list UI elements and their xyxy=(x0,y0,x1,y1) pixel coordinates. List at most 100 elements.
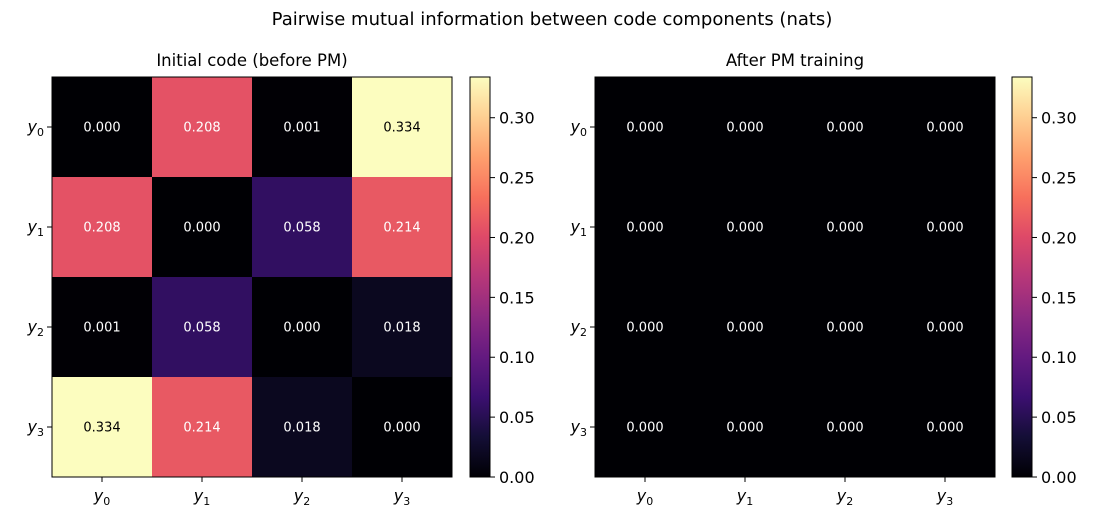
heatmap-cell xyxy=(352,177,453,278)
cell-value-label: 0.208 xyxy=(83,221,120,236)
x-tick-label: y2 xyxy=(293,486,310,508)
heatmap-cell xyxy=(695,277,796,378)
cell-value-label: 0.000 xyxy=(926,421,963,436)
cell-value-label: 0.000 xyxy=(626,421,663,436)
colorbar-tick-label: 0.05 xyxy=(1041,408,1077,427)
heatmap-cell xyxy=(252,377,353,478)
heatmap-cell xyxy=(895,177,996,278)
heatmap-cell xyxy=(352,77,453,178)
colorbar-tick-label: 0.00 xyxy=(1041,468,1077,487)
heatmap-cell xyxy=(252,277,353,378)
heatmap-cell xyxy=(595,277,696,378)
colorbar-0 xyxy=(469,76,491,478)
cell-value-label: 0.000 xyxy=(183,221,220,236)
y-tick-label: y3 xyxy=(570,417,587,439)
colorbar-tick-label: 0.30 xyxy=(1041,109,1077,128)
heatmap-cell xyxy=(152,377,253,478)
y-tick-label: y2 xyxy=(27,317,44,339)
cell-value-label: 0.000 xyxy=(826,121,863,136)
heatmap-panel-1: After PM training 0.000 0.000 0.000 0.000 0.0… xyxy=(570,51,1077,508)
x-tick-label: y3 xyxy=(936,486,953,508)
heatmap-panel-0: Initial code (before PM) 0.000 0.208 0.001 0… xyxy=(27,51,535,508)
cell-value-label: 0.000 xyxy=(626,321,663,336)
heatmap-cell xyxy=(152,77,253,178)
y-tick-label: y1 xyxy=(27,217,44,239)
y-tick-label: y1 xyxy=(570,217,587,239)
heatmap-cell xyxy=(52,77,153,178)
heatmap-cell xyxy=(252,77,353,178)
axes-frame xyxy=(51,76,453,478)
cell-value-label: 0.000 xyxy=(726,421,763,436)
cell-value-label: 0.000 xyxy=(626,121,663,136)
colorbar-tick-label: 0.10 xyxy=(1041,348,1077,367)
cell-value-label: 0.000 xyxy=(826,221,863,236)
x-tick-label: y0 xyxy=(93,486,110,508)
cell-value-label: 0.001 xyxy=(83,321,120,336)
heatmap-cell xyxy=(895,277,996,378)
colorbar-tick-label: 0.00 xyxy=(499,468,535,487)
colorbar-tick-label: 0.25 xyxy=(1041,169,1077,188)
cell-value-label: 0.214 xyxy=(383,221,420,236)
cell-value-label: 0.000 xyxy=(383,421,420,436)
cell-value-label: 0.000 xyxy=(726,121,763,136)
heatmap-cell xyxy=(895,377,996,478)
heatmap-cell xyxy=(595,77,696,178)
heatmap-cell xyxy=(352,277,453,378)
cell-value-label: 0.058 xyxy=(283,221,320,236)
colorbar-tick-label: 0.10 xyxy=(499,348,535,367)
cell-value-label: 0.000 xyxy=(826,421,863,436)
cell-value-label: 0.001 xyxy=(283,121,320,136)
colorbar-1 xyxy=(1011,76,1033,478)
heatmap-cell xyxy=(695,377,796,478)
x-tick-label: y2 xyxy=(836,486,853,508)
colorbar-tick-label: 0.15 xyxy=(499,288,535,307)
x-tick-label: y0 xyxy=(636,486,653,508)
cell-value-label: 0.214 xyxy=(183,421,220,436)
heatmap-cell xyxy=(795,177,896,278)
cell-value-label: 0.334 xyxy=(383,121,420,136)
cell-value-label: 0.000 xyxy=(926,321,963,336)
heatmap-cell xyxy=(52,177,153,278)
heatmap-cell xyxy=(52,377,153,478)
heatmap-cell xyxy=(352,377,453,478)
cell-value-label: 0.000 xyxy=(283,321,320,336)
y-tick-label: y0 xyxy=(27,117,44,139)
heatmap-cell xyxy=(795,277,896,378)
y-tick-label: y2 xyxy=(570,317,587,339)
heatmap-cell xyxy=(695,177,796,278)
heatmap-cell xyxy=(795,377,896,478)
colorbar-tick-label: 0.20 xyxy=(1041,228,1077,247)
heatmap-cell xyxy=(152,277,253,378)
figure-title: Pairwise mutual information between code… xyxy=(272,9,833,30)
cell-value-label: 0.000 xyxy=(826,321,863,336)
x-tick-label: y3 xyxy=(393,486,410,508)
cell-value-label: 0.000 xyxy=(83,121,120,136)
y-tick-label: y3 xyxy=(27,417,44,439)
cell-value-label: 0.334 xyxy=(83,421,120,436)
cell-value-label: 0.000 xyxy=(726,221,763,236)
heatmap-cell xyxy=(595,377,696,478)
cell-value-label: 0.208 xyxy=(183,121,220,136)
cell-value-label: 0.000 xyxy=(926,221,963,236)
heatmap-cell xyxy=(252,177,353,278)
x-tick-label: y1 xyxy=(193,486,210,508)
x-tick-label: y1 xyxy=(736,486,753,508)
cell-value-label: 0.058 xyxy=(183,321,220,336)
heatmap-cell xyxy=(795,77,896,178)
heatmap-cell xyxy=(52,277,153,378)
cell-value-label: 0.018 xyxy=(383,321,420,336)
cell-value-label: 0.000 xyxy=(726,321,763,336)
y-tick-label: y0 xyxy=(570,117,587,139)
heatmap-cell xyxy=(895,77,996,178)
colorbar-tick-label: 0.30 xyxy=(499,109,535,128)
colorbar-tick-label: 0.15 xyxy=(1041,288,1077,307)
colorbar-tick-label: 0.05 xyxy=(499,408,535,427)
heatmap-cell xyxy=(695,77,796,178)
cell-value-label: 0.000 xyxy=(926,121,963,136)
panel-title-1: After PM training xyxy=(726,51,864,70)
cell-value-label: 0.000 xyxy=(626,221,663,236)
panel-title-0: Initial code (before PM) xyxy=(156,51,347,70)
colorbar-tick-label: 0.25 xyxy=(499,169,535,188)
heatmap-cell xyxy=(595,177,696,278)
